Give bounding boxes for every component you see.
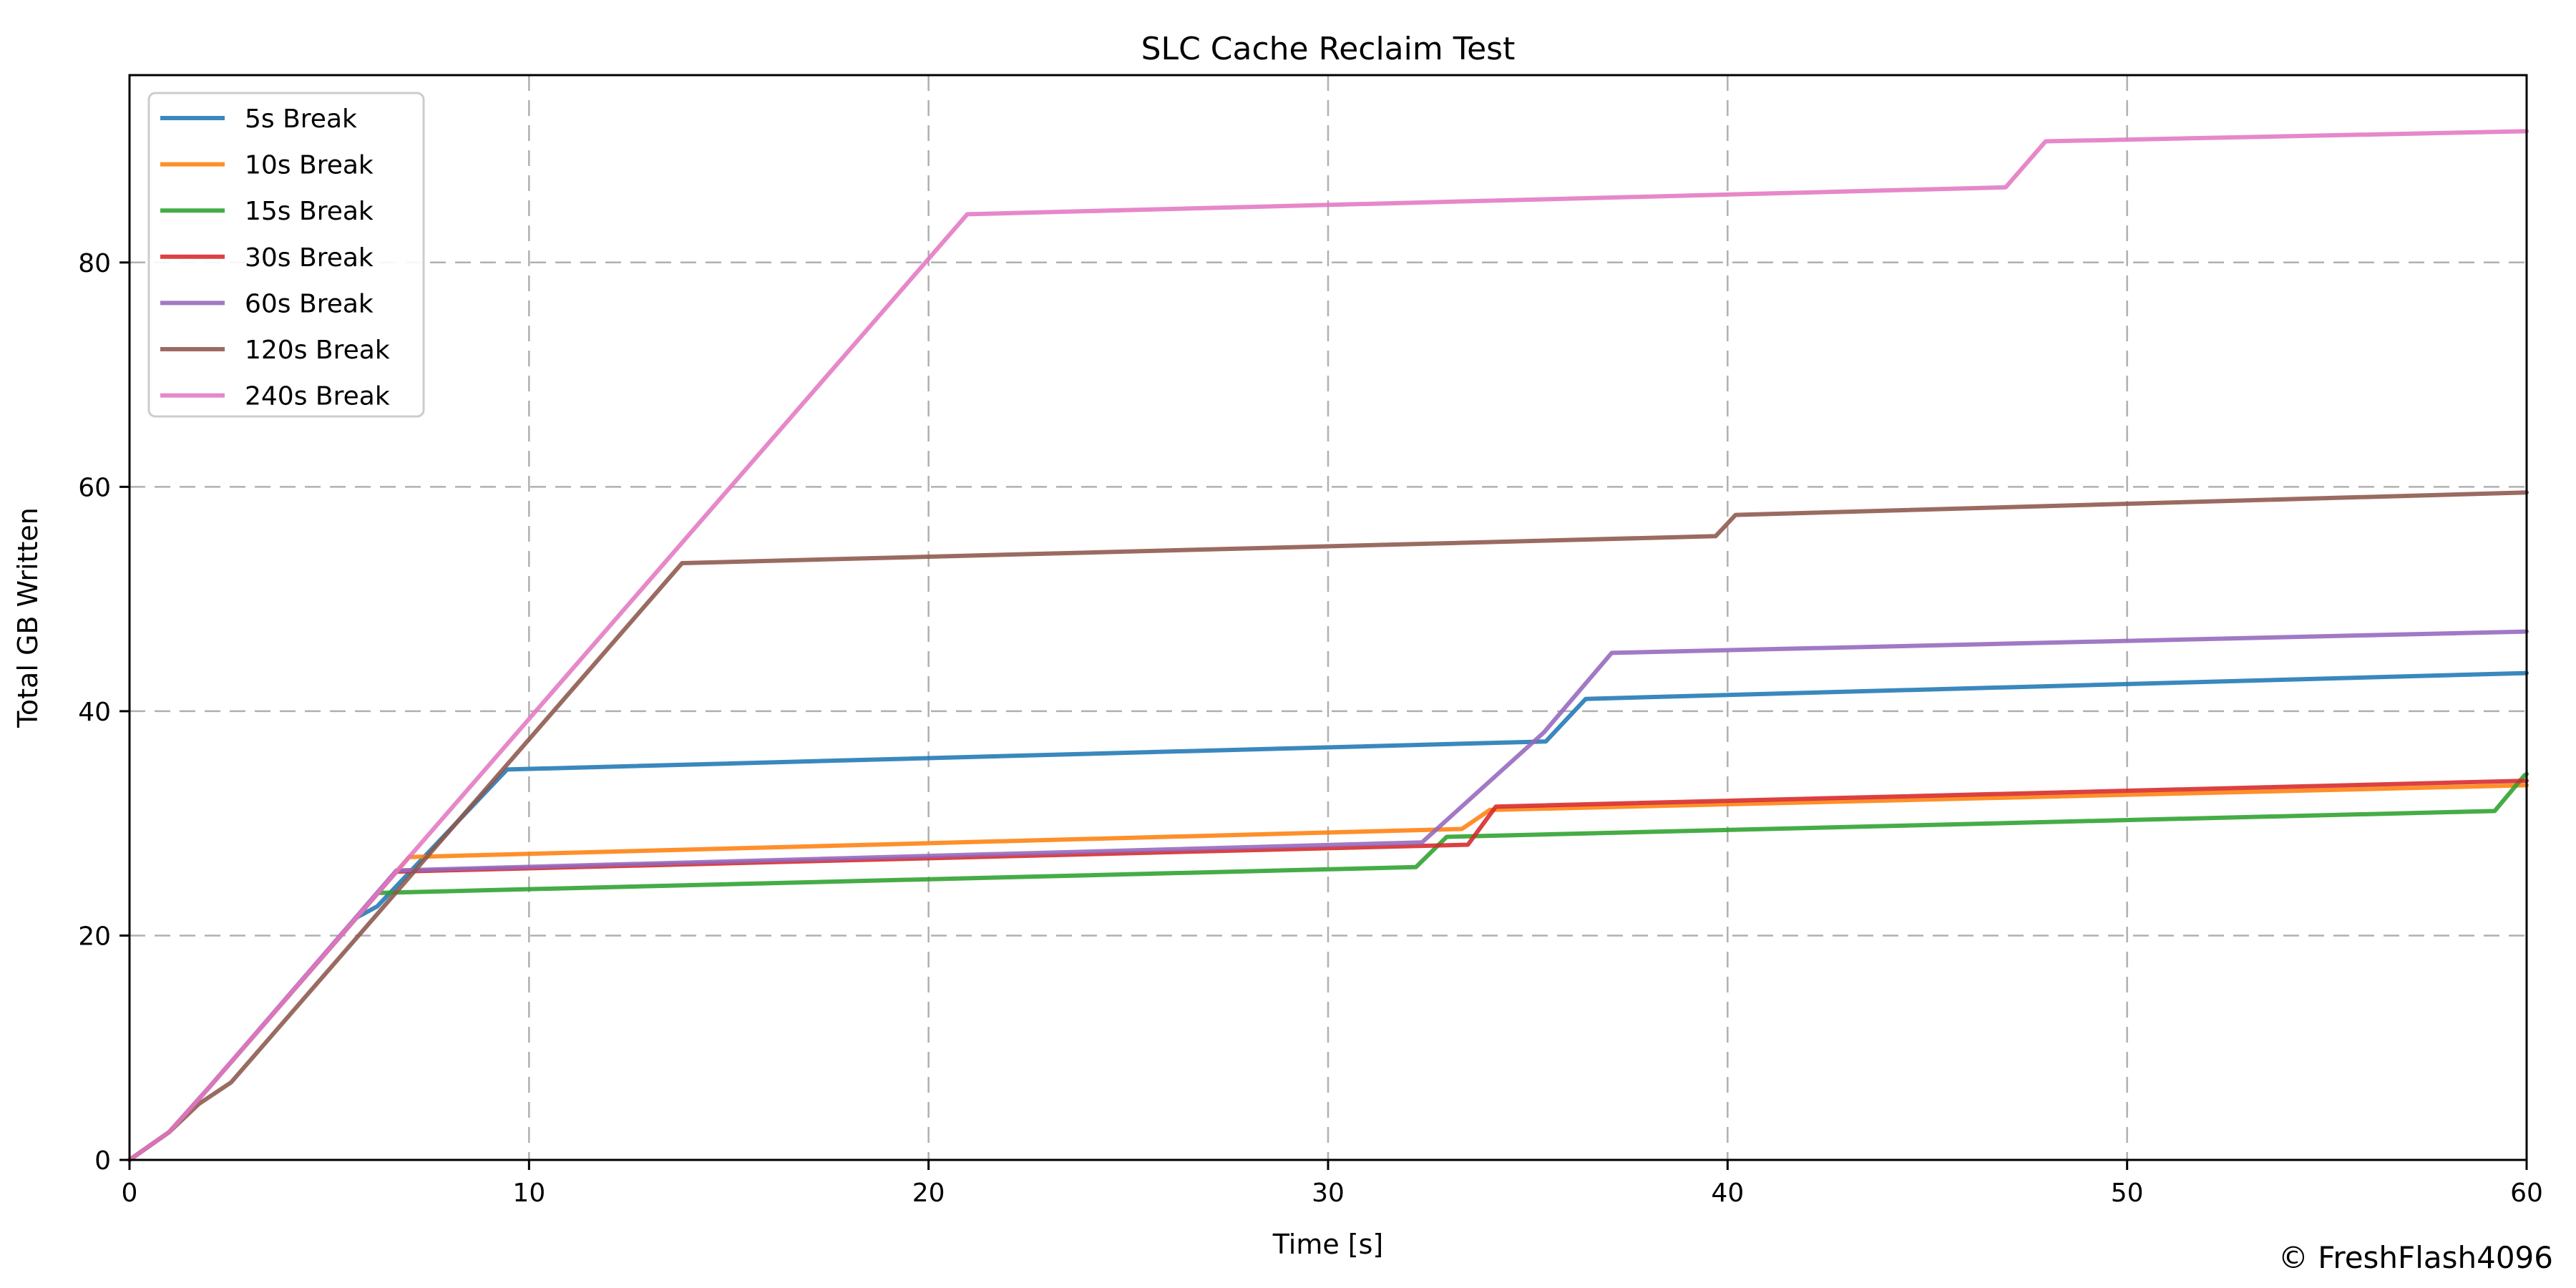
legend-label: 120s Break bbox=[245, 336, 390, 365]
legend-label: 15s Break bbox=[245, 197, 374, 226]
y-tick-label-20: 20 bbox=[78, 922, 111, 951]
chart-title: SLC Cache Reclaim Test bbox=[1141, 31, 1516, 67]
y-tick-label-0: 0 bbox=[94, 1146, 111, 1176]
grid-lines bbox=[130, 75, 2527, 1160]
x-tick-label-40: 40 bbox=[1711, 1179, 1744, 1208]
x-tick-label-60: 60 bbox=[2510, 1179, 2543, 1208]
legend-label: 240s Break bbox=[245, 382, 390, 411]
legend-box bbox=[147, 92, 425, 418]
y-tick-label-80: 80 bbox=[78, 249, 111, 278]
legend-item-120s-break: 120s Break bbox=[160, 336, 390, 365]
y-tick-label-60: 60 bbox=[78, 473, 111, 502]
x-tick-label-10: 10 bbox=[512, 1179, 545, 1208]
legend-label: 10s Break bbox=[245, 151, 374, 180]
x-axis-label: Time [s] bbox=[1272, 1229, 1384, 1260]
series-lines bbox=[127, 129, 2529, 1162]
watermark: © FreshFlash4096 bbox=[2278, 1240, 2553, 1275]
legend-label: 30s Break bbox=[245, 243, 374, 273]
x-tick-label-20: 20 bbox=[912, 1179, 945, 1208]
x-tick-label-30: 30 bbox=[1312, 1179, 1345, 1208]
legend: 5s Break 10s Break 15s Break 30s Break 60s B… bbox=[147, 92, 425, 418]
x-tick-label-0: 0 bbox=[122, 1179, 138, 1208]
legend-item-240s-break: 240s Break bbox=[160, 382, 390, 411]
y-axis-label: Total GB Written bbox=[12, 507, 44, 728]
x-tick-label-50: 50 bbox=[2111, 1179, 2144, 1208]
legend-label: 5s Break bbox=[245, 104, 357, 134]
y-tick-label-40: 40 bbox=[78, 698, 111, 727]
axis-ticks bbox=[119, 261, 2528, 1170]
legend-item-15s-break: 15s Break bbox=[160, 197, 374, 226]
legend-item-30s-break: 30s Break bbox=[160, 243, 374, 273]
legend-item-10s-break: 10s Break bbox=[160, 151, 374, 180]
legend-item-5s-break: 5s Break bbox=[160, 104, 357, 134]
legend-label: 60s Break bbox=[245, 289, 374, 318]
series-line-240s-break bbox=[127, 129, 2529, 1162]
legend-item-60s-break: 60s Break bbox=[160, 289, 374, 318]
tick-labels: 0 10 20 30 40 50 60 0 20 40 60 80 bbox=[78, 249, 2543, 1208]
